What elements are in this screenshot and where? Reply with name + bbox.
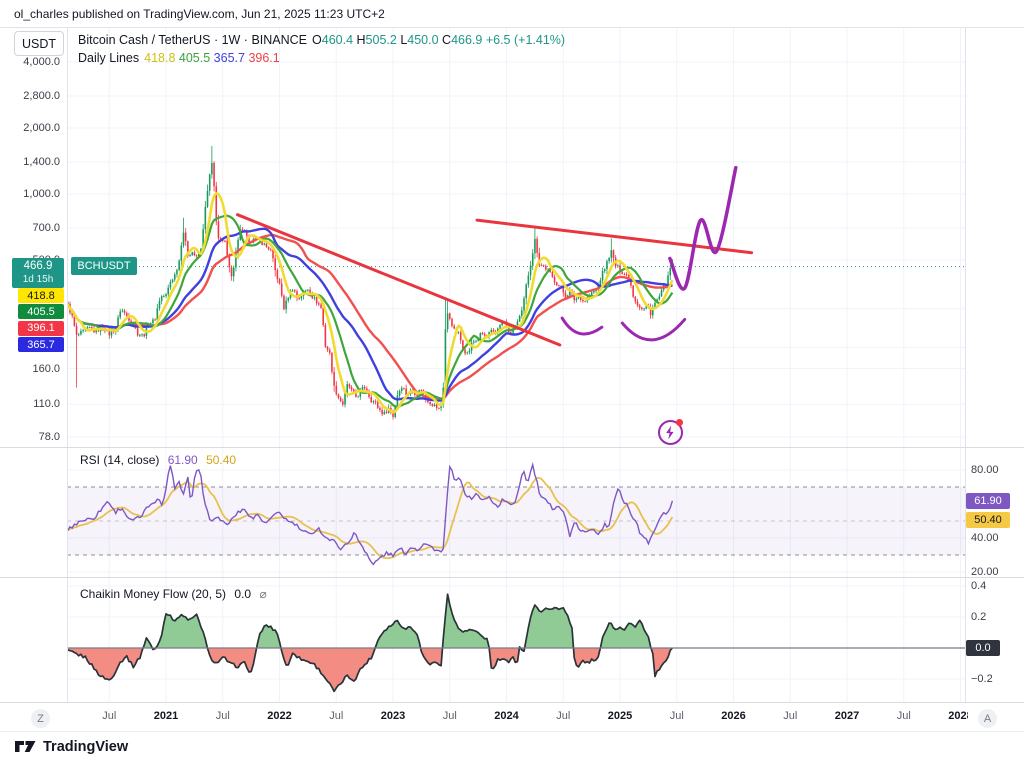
- hotkey-z-button[interactable]: Z: [31, 709, 50, 728]
- countdown-timer: 1d 15h: [22, 273, 54, 285]
- ohlc-value: 450.0: [407, 33, 443, 47]
- overlay-legend-row[interactable]: Daily Lines 418.8 405.5 365.7 396.1: [78, 51, 280, 65]
- cmf-tick: 0.2: [971, 611, 987, 623]
- current-price-badge: 466.9 1d 15h: [12, 257, 64, 288]
- price-tick: 78.0: [38, 431, 60, 443]
- symbol-title: Bitcoin Cash / TetherUS · 1W · BINANCE: [78, 33, 308, 47]
- ma-price-badge: 418.8: [18, 288, 64, 303]
- ohlc-value: 466.9: [451, 33, 486, 47]
- ohlc-value: 505.2: [365, 33, 401, 47]
- rsi-tick: 40.00: [971, 532, 999, 544]
- symbol-legend-row[interactable]: Bitcoin Cash / TetherUS · 1W · BINANCE O4…: [78, 33, 565, 47]
- daily-line-values: 418.8 405.5 365.7 396.1: [144, 51, 280, 65]
- cmf-tick: 0.4: [971, 580, 987, 592]
- ohlc-key: C: [442, 33, 452, 47]
- ma-price-badge: 405.5: [18, 304, 64, 320]
- rsi-ma-value: 50.40: [206, 453, 237, 467]
- ma-price-badge: 396.1: [18, 320, 64, 336]
- cmf-zero-badge: 0.0: [966, 640, 1000, 656]
- ohlc-key: H: [356, 33, 366, 47]
- time-tick: 2023: [380, 710, 406, 722]
- change-value: +6.5 (+1.41%): [485, 33, 566, 47]
- cmf-legend-row[interactable]: Chaikin Money Flow (20, 5) 0.0 ⌀: [80, 587, 267, 601]
- ohlc-key: L: [400, 33, 408, 47]
- lightning-idea-marker[interactable]: [658, 419, 683, 445]
- time-tick: 2027: [834, 710, 860, 722]
- rsi-tick: 80.00: [971, 464, 999, 476]
- time-tick: 2026: [721, 710, 746, 722]
- time-tick: 2022: [267, 710, 292, 722]
- lightning-icon: [666, 425, 674, 440]
- rsi-tick: 20.00: [971, 566, 999, 578]
- time-tick: Jul: [329, 710, 344, 722]
- price-tick: 1,400.0: [23, 155, 60, 168]
- footer-brand[interactable]: TradingView: [14, 738, 128, 755]
- currency-toggle-button[interactable]: USDT: [14, 31, 64, 56]
- price-tick: 1,000.0: [23, 188, 60, 201]
- time-tick: 2025: [607, 710, 633, 722]
- hotkey-a-button[interactable]: A: [978, 709, 997, 728]
- daily-line-value: 418.8: [144, 51, 179, 65]
- time-tick: Jul: [102, 710, 117, 722]
- time-tick: Jul: [783, 710, 798, 722]
- time-tick: Jul: [215, 710, 230, 722]
- notification-dot: [676, 419, 683, 426]
- cmf-average-icon: ⌀: [259, 587, 267, 601]
- rsi-value-badge: 61.90: [966, 492, 1010, 509]
- daily-line-value: 405.5: [178, 51, 214, 65]
- price-tick: 2,000.0: [23, 122, 60, 135]
- overlay-label: Daily Lines: [78, 51, 140, 65]
- price-tick: 700.0: [32, 222, 60, 234]
- time-tick: 2021: [153, 710, 179, 722]
- time-tick: Jul: [669, 710, 684, 722]
- published-line: ol_charles published on TradingView.com,…: [14, 7, 385, 21]
- current-price-value: 466.9: [23, 259, 53, 272]
- rsi-legend-row[interactable]: RSI (14, close) 61.90 50.40: [80, 453, 236, 467]
- cmf-value: 0.0: [234, 587, 252, 601]
- ohlc-value: 460.4: [321, 33, 357, 47]
- daily-line-value: 365.7: [213, 51, 249, 65]
- daily-line-value: 396.1: [248, 51, 280, 65]
- time-tick: Jul: [442, 710, 457, 722]
- price-tick: 2,800.0: [23, 89, 60, 102]
- price-tick: 4,000.0: [23, 56, 60, 68]
- time-tick: 2024: [494, 710, 519, 722]
- time-tick: Jul: [896, 710, 911, 722]
- price-tick: 110.0: [33, 398, 60, 411]
- time-axis[interactable]: Jul 2021 Jul 2022 Jul 2023 Jul 2024 Jul 2025 Jul 20…: [0, 703, 968, 731]
- cmf-tick: −0.2: [971, 673, 993, 685]
- time-tick: 2028: [948, 710, 968, 722]
- symbol-price-label: BCHUSDT: [71, 257, 137, 276]
- price-tick: 160.0: [32, 362, 60, 375]
- rsi-ma-value-badge: 50.40: [966, 512, 1010, 529]
- ohlc-values: O460.4 H505.2 L450.0 C466.9 +6.5 (+1.41%…: [312, 33, 565, 47]
- tradingview-logo-icon: [15, 741, 36, 752]
- time-tick: Jul: [556, 710, 571, 722]
- rsi-title: RSI (14, close): [80, 453, 160, 467]
- ohlc-key: O: [312, 33, 322, 47]
- ma-price-badge: 365.7: [18, 337, 64, 353]
- rsi-value: 61.90: [167, 453, 198, 467]
- cmf-title: Chaikin Money Flow (20, 5): [80, 587, 227, 601]
